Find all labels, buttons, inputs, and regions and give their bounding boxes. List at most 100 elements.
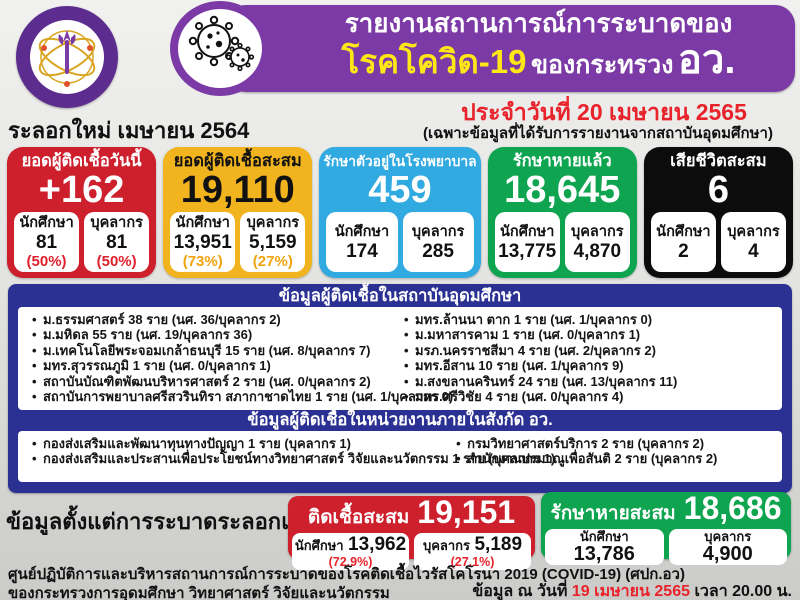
list-item: มทร.อีสาน 10 ราย (นศ. 1/บุคลากร 9) <box>404 358 776 374</box>
ministry-prefix: ของกระทรวง <box>530 51 674 79</box>
list-item: มทร.สุวรรณภูมิ 1 ราย (นศ. 0/บุคลากร 1) <box>32 358 404 374</box>
stat-card-hospitalized: รักษาตัวอยู่ในโรงพยาบาล 459 นักศึกษา 174… <box>319 147 481 278</box>
mhesi-logo <box>16 6 118 108</box>
stat-card-deaths: เสียชีวิตสะสม 6 นักศึกษา 2 บุคลากร 4 <box>643 147 793 278</box>
list-item: มทร.ล้านนา ตาก 1 ราย (นศ. 1/บุคลากร 0) <box>404 312 776 328</box>
sub-label: นักศึกษา <box>19 215 74 231</box>
sub-label: นักศึกษา <box>294 538 344 553</box>
asof-suffix: เวลา 20.00 น. <box>690 583 792 600</box>
report-date: ประจำวันที่ 20 เมษายน 2565 <box>461 99 747 125</box>
wave-label: ระลอกใหม่ เมษายน 2564 <box>8 118 250 143</box>
fw-recovered-subs: นักศึกษา 13,786 บุคลากร 4,900 <box>545 529 787 565</box>
sub-percent: (72.9%) <box>328 555 373 569</box>
students-sub-box: นักศึกษา 81 (50%) <box>14 212 80 272</box>
asof-prefix: ข้อมูล ณ วันที่ <box>472 583 572 600</box>
sub-value: 5,189 <box>474 534 523 555</box>
report-title-line1: รายงานสถานการณ์การระบาดของ <box>344 8 733 38</box>
students-sub-box: นักศึกษา 13,775 <box>494 212 560 272</box>
card-title: รักษาหายแล้ว <box>512 152 612 170</box>
sub-label: บุคลากร <box>90 215 143 231</box>
staff-sub-box: บุคลากร 81 (50%) <box>84 212 150 272</box>
sub-label: บุคลากร <box>571 223 624 240</box>
universities-list: ม.ธรรมศาสตร์ 38 ราย (นศ. 36/บุคลากร 2)ม.… <box>18 307 782 410</box>
fw-title: รักษาหายสะสม <box>550 503 676 524</box>
sub-percent: (27.1%) <box>450 555 495 569</box>
mhesi-seal-icon <box>30 20 104 94</box>
fw-recovered-headline: รักษาหายสะสม 18,686 <box>545 492 787 528</box>
card-value: 19,110 <box>180 169 295 211</box>
fw-infected-subs: นักศึกษา 13,962 (72.9%) บุคลากร 5,189 (2… <box>292 533 531 570</box>
stat-card-new-today: ยอดผู้ติดเชื้อวันนี้ +162 นักศึกษา 81 (5… <box>7 147 157 278</box>
sub-value: 13,786 <box>573 543 635 565</box>
fw-infected-headline: ติดเชื้อสะสม 19,151 <box>292 494 531 532</box>
card-value: 18,645 <box>504 169 621 211</box>
students-sub-box: นักศึกษา 13,951 (73%) <box>170 212 236 272</box>
card-value: 459 <box>368 169 432 211</box>
data-as-of: ข้อมูล ณ วันที่ 19 เมษายน 2565 เวลา 20.0… <box>472 579 792 600</box>
asof-date: 19 เมษายน 2565 <box>571 583 690 600</box>
list-item: สถาบันบัณฑิตพัฒนบริหารศาสตร์ 2 ราย (นศ. … <box>32 374 404 390</box>
fw-value: 19,151 <box>417 494 516 530</box>
sub-label: บุคลากร <box>411 223 465 240</box>
sub-value: 174 <box>346 240 378 262</box>
staff-sub-box: บุคลากร 5,189 (27.1%) <box>414 533 531 570</box>
stat-cards-row: ยอดผู้ติดเชื้อวันนี้ +162 นักศึกษา 81 (5… <box>7 147 793 278</box>
stat-card-cumulative: ยอดผู้ติดเชื้อสะสม 19,110 นักศึกษา 13,95… <box>163 147 313 278</box>
staff-sub-box: บุคลากร 4,900 <box>668 529 787 565</box>
first-wave-recovered-box: รักษาหายสะสม 18,686 นักศึกษา 13,786 บุคล… <box>541 492 791 565</box>
universities-list-left: ม.ธรรมศาสตร์ 38 ราย (นศ. 36/บุคลากร 2) ม.… <box>32 312 453 405</box>
card-title: ยอดผู้ติดเชื้อวันนี้ <box>21 152 142 170</box>
agencies-list-left: กองส่งเสริมและพัฒนาทุนทางปัญญา 1 ราย (บุ… <box>32 436 555 477</box>
infection-detail-panel: ข้อมูลผู้ติดเชื้อในสถาบันอุดมศึกษา ม.ธรร… <box>8 284 792 493</box>
sub-percent: (73%) <box>182 253 223 270</box>
footer-line1: ศูนย์ปฏิบัติการและบริหารสถานการณ์การระบา… <box>8 566 685 583</box>
sub-value: 2 <box>678 240 689 262</box>
sub-percent: (50%) <box>26 253 67 270</box>
card-value: 6 <box>707 169 729 211</box>
list-item: ม.เทคโนโลยีพระจอมเกล้าธนบุรี 15 ราย (นศ.… <box>32 343 404 359</box>
list-item: มทร.ศรีวิชัย 4 ราย (นศ. 0/บุคลากร 4) <box>404 389 776 405</box>
sub-value: 4,900 <box>702 543 753 565</box>
card-subs: นักศึกษา 13,775 บุคลากร 4,870 <box>492 212 633 272</box>
list-item: มรภ.นครราชสีมา 4 ราย (นศ. 2/บุคลากร 2) <box>404 343 776 359</box>
sub-value: 4 <box>748 240 759 262</box>
card-value: +162 <box>38 169 125 211</box>
students-sub-box: นักศึกษา 13,962 (72.9%) <box>292 533 409 570</box>
fw-title: ติดเชื้อสะสม <box>307 507 410 528</box>
card-title: เสียชีวิตสะสม <box>670 152 767 170</box>
students-sub-box: นักศึกษา 13,786 <box>545 529 664 565</box>
atom-trident-icon <box>38 30 96 87</box>
sub-label: นักศึกษา <box>500 223 555 240</box>
list-item: กรมวิทยาศาสตร์บริการ 2 ราย (บุคลากร 2) <box>456 436 776 452</box>
coronavirus-glyph <box>188 15 255 71</box>
footer-line2: ของกระทรวงการอุดมศึกษา วิทยาศาสตร์ วิจัย… <box>8 585 390 600</box>
students-sub-box: นักศึกษา 2 <box>650 212 716 272</box>
sub-label: นักศึกษา <box>656 223 711 240</box>
list-item: สถาบันการพยาบาลศรีสวรินทิรา สภากาชาดไทย … <box>32 389 453 405</box>
card-subs: นักศึกษา 13,951 (73%) บุคลากร 5,159 (27%… <box>167 212 308 272</box>
stat-card-recovered: รักษาหายแล้ว 18,645 นักศึกษา 13,775 บุคล… <box>487 147 637 278</box>
sub-label: นักศึกษา <box>175 215 230 231</box>
report-note: (เฉพาะข้อมูลที่ได้รับการรายงานจากสถาบันอ… <box>423 125 773 142</box>
sub-percent: (50%) <box>96 253 137 270</box>
first-wave-infected-box: ติดเชื้อสะสม 19,151 นักศึกษา 13,962 (72.… <box>288 494 535 570</box>
universities-section-title: ข้อมูลผู้ติดเชื้อในสถาบันอุดมศึกษา <box>278 287 522 305</box>
card-subs: นักศึกษา 174 บุคลากร 285 <box>323 212 476 272</box>
sub-value: 13,962 <box>348 534 407 555</box>
sub-label: บุคลากร <box>246 215 300 231</box>
agencies-list-right: กรมวิทยาศาสตร์บริการ 2 ราย (บุคลากร 2)สำ… <box>456 436 776 477</box>
first-wave-label: ข้อมูลตั้งแต่การระบาดระลอกแรก <box>6 509 321 534</box>
sub-value: 81 <box>35 232 58 253</box>
sub-label: บุคลากร <box>422 538 471 553</box>
list-item: ม.ธรรมศาสตร์ 38 ราย (นศ. 36/บุคลากร 2) <box>32 312 404 328</box>
students-sub-box: นักศึกษา 174 <box>326 212 398 272</box>
sub-label: นักศึกษา <box>579 529 629 544</box>
universities-list-right: มทร.ล้านนา ตาก 1 ราย (นศ. 1/บุคลากร 0)ม.… <box>404 312 776 405</box>
virus-icon <box>170 1 270 96</box>
staff-sub-box: บุคลากร 4 <box>720 212 786 272</box>
list-item: ม.สงขลานครินทร์ 24 ราย (นศ. 13/บุคลากร 1… <box>404 374 776 390</box>
list-item: ม.มหาสารคาม 1 ราย (นศ. 0/บุคลากร 1) <box>404 327 776 343</box>
list-item: กองส่งเสริมและประสานเพื่อประโยชน์ทางวิทย… <box>32 451 555 467</box>
covid-label: โรคโควิด-19 <box>341 43 527 80</box>
